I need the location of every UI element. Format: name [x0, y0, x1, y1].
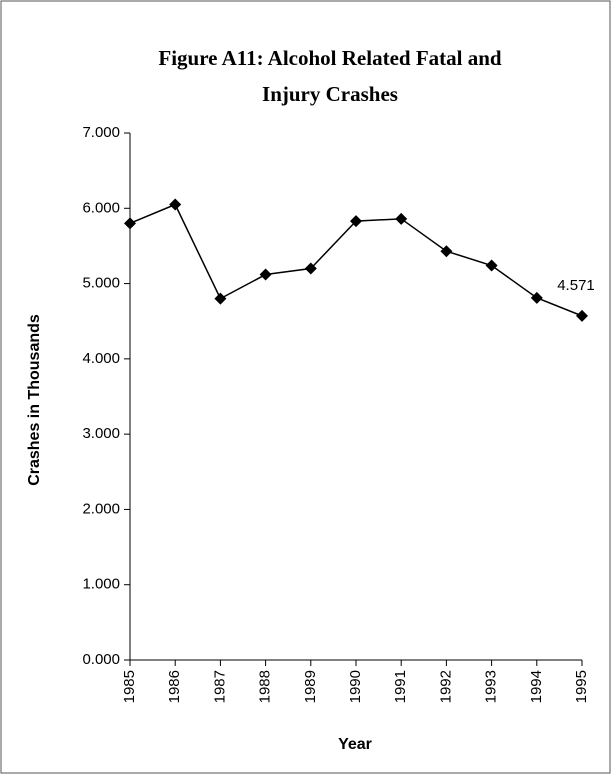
marker	[440, 245, 453, 258]
marker	[350, 215, 362, 228]
marker	[304, 262, 317, 275]
x-axis-title: Year	[338, 736, 372, 753]
x-tick-label: 1988	[257, 670, 274, 703]
marker	[485, 259, 498, 272]
x-tick-label: 1993	[483, 670, 500, 703]
marker	[395, 212, 408, 225]
data-label: 4.571	[557, 277, 595, 294]
x-tick-label: 1995	[573, 670, 590, 703]
chart-title: Injury Crashes	[262, 82, 398, 106]
marker	[530, 291, 543, 304]
y-tick-label: 0.000	[82, 651, 120, 668]
y-tick-label: 6.000	[82, 199, 120, 216]
marker	[214, 292, 227, 305]
marker	[169, 198, 182, 211]
x-tick-label: 1992	[437, 670, 454, 703]
y-tick-label: 3.000	[82, 425, 120, 442]
y-tick-label: 2.000	[82, 500, 120, 517]
x-tick-label: 1991	[392, 670, 409, 703]
y-tick-label: 4.000	[82, 350, 120, 367]
marker	[124, 217, 136, 230]
x-tick-label: 1986	[166, 670, 183, 703]
y-axis-title: Crashes in Thousands	[26, 314, 43, 486]
y-tick-label: 7.000	[82, 124, 120, 141]
chart-title: Figure A11: Alcohol Related Fatal and	[158, 46, 502, 70]
y-tick-label: 5.000	[82, 275, 120, 292]
x-tick-label: 1987	[211, 670, 228, 703]
x-tick-label: 1985	[121, 670, 138, 703]
x-tick-label: 1989	[302, 670, 319, 703]
y-tick-label: 1.000	[82, 576, 120, 593]
marker	[576, 309, 588, 322]
x-tick-label: 1990	[347, 670, 364, 703]
x-tick-label: 1994	[528, 670, 545, 703]
marker	[259, 268, 272, 281]
